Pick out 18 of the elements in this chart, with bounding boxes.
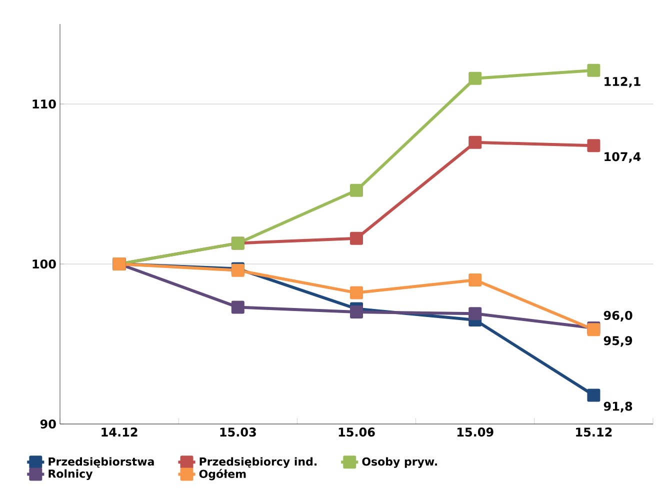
y-tick-label: 100 <box>32 259 56 269</box>
legend-label: Ogółem <box>199 469 246 480</box>
x-tick-label: 14.12 <box>102 428 138 436</box>
data-label: 91,8 <box>604 402 632 412</box>
data-label: 107,4 <box>604 152 641 163</box>
data-label: 95,9 <box>604 336 632 347</box>
x-tick-label: 15.03 <box>220 428 256 437</box>
y-tick-label: 90 <box>40 419 56 429</box>
legend-label: Przedsiębiorcy ind. <box>200 457 316 468</box>
x-tick-label: 15.09 <box>457 428 494 437</box>
x-tick-label: 15.12 <box>576 428 612 437</box>
y-tick-label: 110 <box>32 99 56 109</box>
legend-label: Rolnicy <box>48 469 93 480</box>
data-label: 112,1 <box>604 76 640 88</box>
legend-label: Osoby pryw. <box>362 457 437 468</box>
legend-label: Przedsiębiorstwa <box>48 457 154 468</box>
x-tick-label: 15.06 <box>338 428 375 437</box>
data-label: 96,0 <box>604 310 632 322</box>
